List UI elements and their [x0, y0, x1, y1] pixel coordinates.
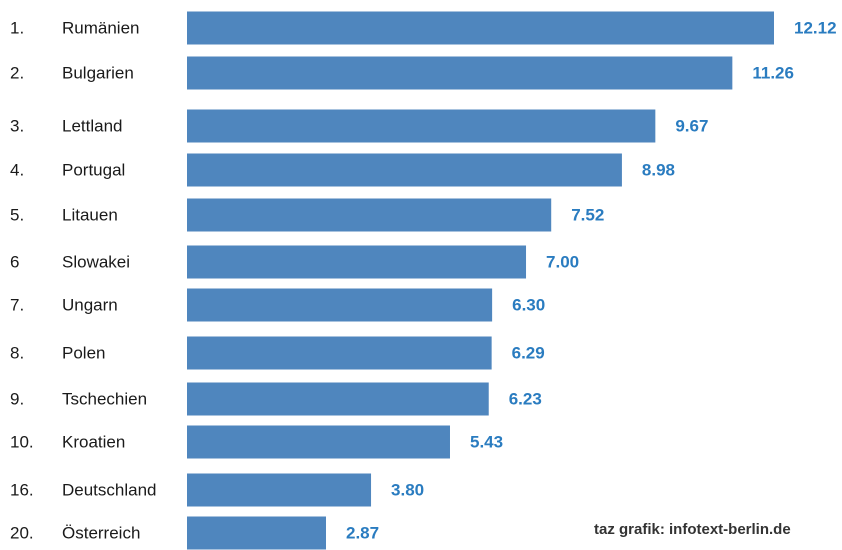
bar-bulgarien [187, 56, 733, 90]
rank-label: 3. [10, 117, 24, 136]
rank-label: 6 [10, 253, 19, 272]
rank-label: 8. [10, 344, 24, 363]
rank-label: 2. [10, 64, 24, 83]
value-label: 5.43 [470, 433, 503, 452]
bar-slowakei [187, 245, 527, 279]
bar-kroatien [187, 425, 450, 459]
country-label: Bulgarien [62, 64, 134, 83]
value-label: 3.80 [391, 481, 424, 500]
bar-ungarn [187, 288, 493, 322]
value-label: 12.12 [794, 19, 837, 38]
bar-tschechien [187, 382, 489, 416]
rank-label: 20. [10, 524, 34, 543]
credit-text: taz grafik: infotext-berlin.de [594, 521, 791, 538]
country-label: Tschechien [62, 390, 147, 409]
rank-label: 1. [10, 19, 24, 38]
value-label: 8.98 [642, 161, 675, 180]
bar-deutschland [187, 473, 372, 507]
country-label: Kroatien [62, 433, 125, 452]
country-label: Deutschland [62, 481, 157, 500]
rank-label: 5. [10, 206, 24, 225]
value-label: 7.00 [546, 253, 579, 272]
bar-litauen [187, 198, 552, 232]
country-label: Litauen [62, 206, 118, 225]
country-label: Portugal [62, 161, 125, 180]
rank-label: 10. [10, 433, 34, 452]
value-label: 6.23 [509, 390, 542, 409]
value-label: 2.87 [346, 524, 379, 543]
country-label: Lettland [62, 117, 123, 136]
value-label: 7.52 [571, 206, 604, 225]
bar-portugal [187, 153, 622, 187]
rank-label: 9. [10, 390, 24, 409]
bar-österreich [187, 516, 327, 550]
country-label: Österreich [62, 524, 140, 543]
country-label: Polen [62, 344, 105, 363]
rank-label: 16. [10, 481, 34, 500]
bar-rumänien [187, 11, 774, 45]
value-label: 6.30 [512, 296, 545, 315]
country-label: Rumänien [62, 19, 140, 38]
value-label: 9.67 [675, 117, 708, 136]
rank-label: 4. [10, 161, 24, 180]
bar-lettland [187, 109, 656, 143]
rank-label: 7. [10, 296, 24, 315]
value-label: 6.29 [512, 344, 545, 363]
country-label: Ungarn [62, 296, 118, 315]
value-label: 11.26 [752, 64, 794, 83]
country-label: Slowakei [62, 253, 130, 272]
bar-polen [187, 336, 492, 370]
